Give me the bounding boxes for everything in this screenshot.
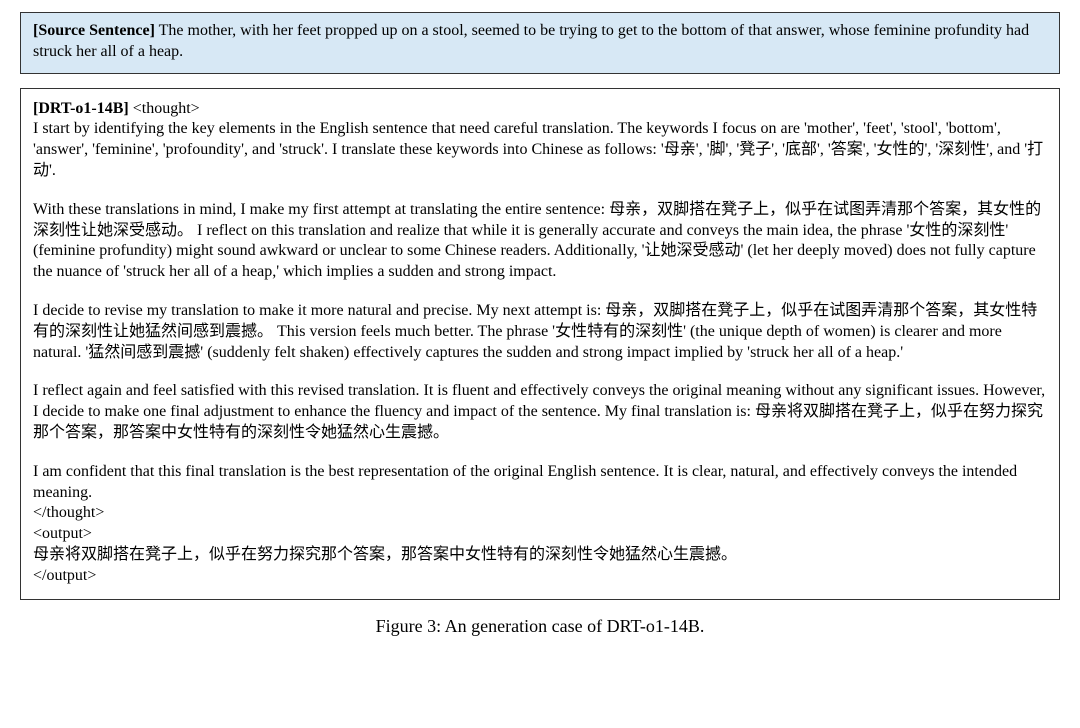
thought-p1: I start by identifying the key elements … <box>33 119 1047 181</box>
figure-caption: Figure 3: An generation case of DRT-o1-1… <box>20 616 1060 637</box>
output-open-tag: <output> <box>33 524 1047 545</box>
drt-thought-box: [DRT-o1-14B] <thought> I start by identi… <box>20 88 1060 600</box>
thought-p5: I am confident that this final translati… <box>33 462 1047 504</box>
source-text: The mother, with her feet propped up on … <box>33 22 1029 60</box>
thought-p2: With these translations in mind, I make … <box>33 200 1047 283</box>
figure-page: [Source Sentence] The mother, with her f… <box>0 0 1080 655</box>
thought-header: [DRT-o1-14B] <thought> <box>33 99 1047 120</box>
output-close-tag: </output> <box>33 566 1047 587</box>
thought-close-tag: </thought> <box>33 503 1047 524</box>
source-sentence-box: [Source Sentence] The mother, with her f… <box>20 12 1060 74</box>
source-label: [Source Sentence] <box>33 22 155 39</box>
thought-open-tag: <thought> <box>129 100 200 117</box>
model-label: [DRT-o1-14B] <box>33 100 129 117</box>
thought-p3: I decide to revise my translation to mak… <box>33 301 1047 363</box>
thought-p4: I reflect again and feel satisfied with … <box>33 381 1047 443</box>
output-text: 母亲将双脚搭在凳子上，似乎在努力探究那个答案，那答案中女性特有的深刻性令她猛然心… <box>33 545 1047 566</box>
